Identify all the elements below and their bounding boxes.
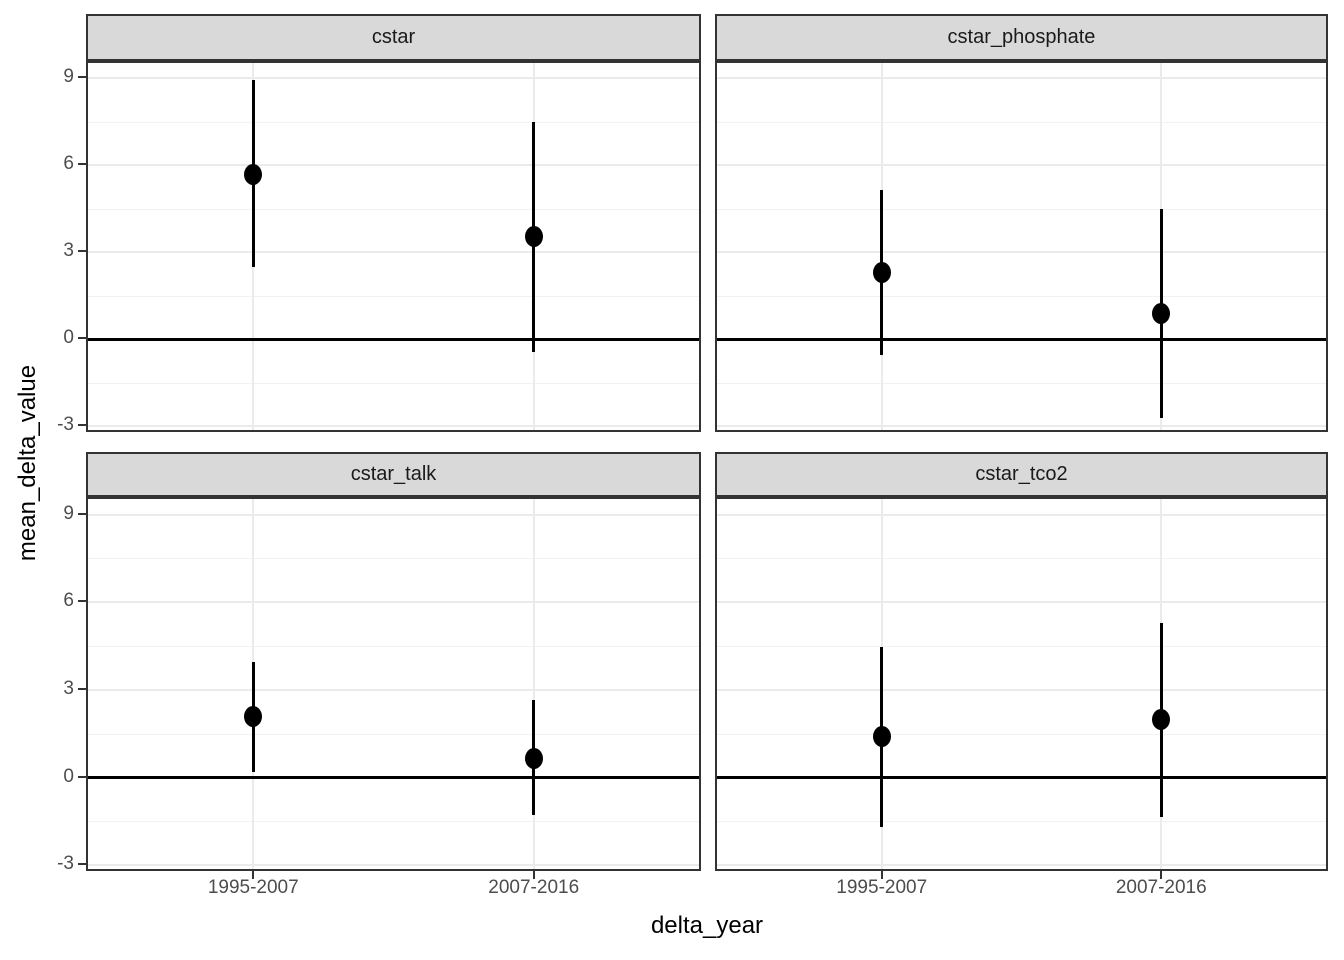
grid-minor-line (88, 295, 699, 297)
y-tick-label: -3 (57, 414, 74, 436)
data-point (872, 262, 891, 284)
grid-major-line (88, 164, 699, 167)
grid-minor-line (717, 295, 1326, 297)
grid-minor-line (88, 646, 699, 648)
grid-minor-line (88, 821, 699, 823)
grid-major-line (717, 251, 1326, 254)
y-tick-label: 3 (63, 677, 74, 699)
data-point (1152, 708, 1171, 730)
grid-major-line (88, 425, 699, 428)
grid-vertical-line (532, 499, 535, 869)
grid-major-line (88, 688, 699, 691)
y-axis-tick (78, 76, 86, 79)
facet-panel (715, 497, 1328, 871)
facet-strip-label: cstar_tco2 (975, 463, 1068, 485)
grid-minor-line (88, 121, 699, 123)
grid-major-line (717, 601, 1326, 604)
data-point (244, 163, 263, 185)
grid-minor-line (88, 208, 699, 210)
facet-strip: cstar (86, 14, 701, 61)
grid-major-line (88, 864, 699, 867)
grid-major-line (717, 425, 1326, 428)
y-tick-label: 9 (63, 66, 74, 88)
grid-major-line (88, 513, 699, 516)
zero-reference-line (717, 337, 1326, 341)
grid-minor-line (717, 646, 1326, 648)
x-axis-tick (252, 871, 255, 879)
facet-strip-label: cstar_phosphate (947, 26, 1096, 48)
data-point (524, 225, 543, 247)
grid-major-line (717, 513, 1326, 516)
grid-major-line (88, 601, 699, 604)
facet-strip: cstar_talk (86, 452, 701, 497)
y-axis-tick (78, 775, 86, 778)
facet-strip-label: cstar_talk (350, 463, 437, 485)
y-axis-tick (78, 250, 86, 253)
facet-strip: cstar_phosphate (715, 14, 1328, 61)
grid-major-line (717, 688, 1326, 691)
grid-major-line (88, 77, 699, 80)
grid-minor-line (717, 382, 1326, 384)
grid-major-line (717, 164, 1326, 167)
grid-minor-line (717, 121, 1326, 123)
x-tick-label: 1995-2007 (836, 877, 928, 898)
data-point (872, 726, 891, 748)
y-axis-tick (78, 337, 86, 340)
x-axis-tick (1160, 871, 1163, 879)
y-tick-label: 9 (63, 502, 74, 524)
x-axis-tick (532, 871, 535, 879)
data-point (244, 705, 263, 727)
grid-minor-line (717, 208, 1326, 210)
grid-minor-line (88, 733, 699, 735)
y-axis-tick (78, 163, 86, 166)
zero-reference-line (717, 776, 1326, 779)
facet-panel (86, 497, 701, 871)
grid-minor-line (88, 558, 699, 560)
facet-strip: cstar_tco2 (715, 452, 1328, 497)
facet-strip-label: cstar (371, 26, 416, 48)
grid-minor-line (717, 733, 1326, 735)
y-axis-tick (78, 687, 86, 690)
y-tick-label: 0 (63, 327, 74, 349)
grid-minor-line (717, 821, 1326, 823)
grid-minor-line (717, 558, 1326, 560)
y-tick-label: -3 (57, 853, 74, 875)
y-axis-tick (78, 600, 86, 603)
y-tick-label: 3 (63, 240, 74, 262)
zero-reference-line (88, 776, 699, 779)
y-tick-label: 0 (63, 765, 74, 787)
grid-major-line (88, 251, 699, 254)
facet-panel (715, 61, 1328, 432)
x-tick-label: 2007-2016 (1115, 877, 1207, 898)
y-axis-tick (78, 424, 86, 427)
grid-minor-line (88, 382, 699, 384)
grid-major-line (717, 864, 1326, 867)
x-tick-label: 1995-2007 (207, 877, 299, 898)
y-axis-tick (78, 863, 86, 866)
x-axis-tick (880, 871, 883, 879)
zero-reference-line (88, 337, 699, 341)
data-point (1152, 302, 1171, 324)
y-tick-label: 6 (63, 590, 74, 612)
facet-panel (86, 61, 701, 432)
grid-major-line (717, 77, 1326, 80)
x-axis-title: delta_year (650, 912, 764, 939)
y-axis-tick (78, 512, 86, 515)
y-tick-label: 6 (63, 153, 74, 175)
x-tick-label: 2007-2016 (488, 877, 580, 898)
y-axis-title: mean_delta_value (14, 364, 41, 562)
data-point (524, 748, 543, 769)
